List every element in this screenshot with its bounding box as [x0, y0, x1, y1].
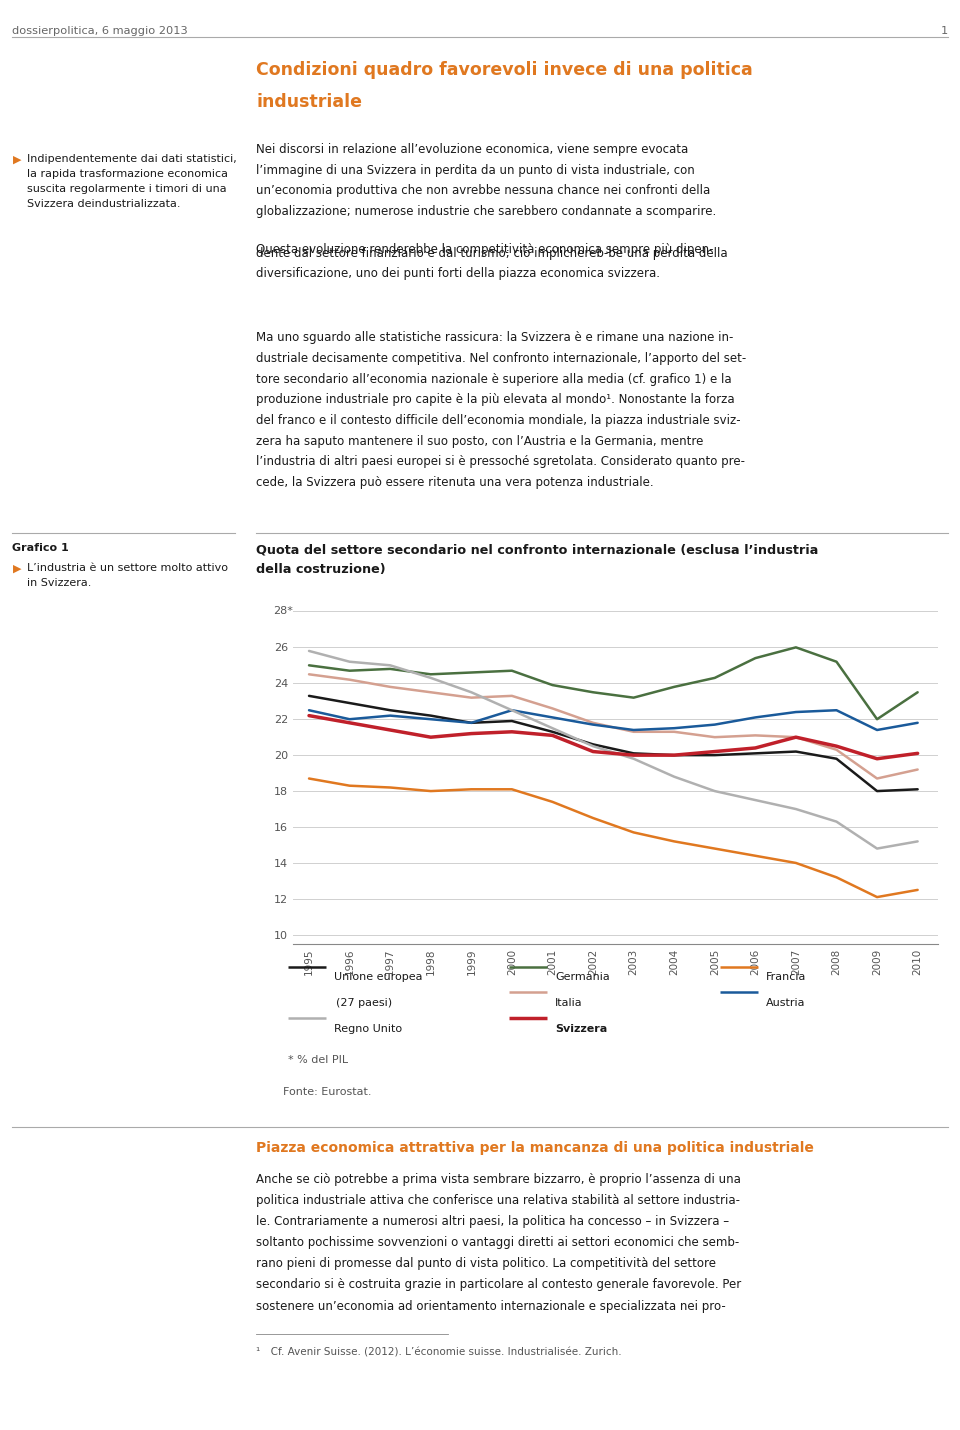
Text: tore secondario all’economia nazionale è superiore alla media (cf. grafico 1) e : tore secondario all’economia nazionale è… [256, 373, 732, 386]
Text: l’industria di altri paesi europei si è pressoché sgretolata. Considerato quanto: l’industria di altri paesi europei si è … [256, 456, 745, 469]
Text: Questa evoluzione renderebbe la competitività economica sempre più dipen-: Questa evoluzione renderebbe la competit… [256, 243, 714, 256]
Text: Italia: Italia [555, 998, 583, 1008]
Text: dossierpolitica, 6 maggio 2013: dossierpolitica, 6 maggio 2013 [12, 26, 188, 36]
Text: politica industriale attiva che conferisce una relativa stabilità al settore ind: politica industriale attiva che conferis… [256, 1194, 740, 1207]
Text: Ma uno sguardo alle statistiche rassicura: la Svizzera è e rimane una nazione in: Ma uno sguardo alle statistiche rassicur… [256, 332, 733, 345]
Text: Anche se ciò potrebbe a prima vista sembrare bizzarro, è proprio l’assenza di un: Anche se ciò potrebbe a prima vista semb… [256, 1173, 741, 1185]
Text: del franco e il contesto difficile dell’economia mondiale, la piazza industriale: del franco e il contesto difficile dell’… [256, 415, 741, 428]
Text: L’industria è un settore molto attivo
in Svizzera.: L’industria è un settore molto attivo in… [27, 563, 228, 588]
Text: ¹ Cf. Avenir Suisse. (2012). L’économie suisse. Industrialisée. Zurich.: ¹ Cf. Avenir Suisse. (2012). L’économie … [256, 1348, 622, 1358]
Text: ▶: ▶ [12, 154, 21, 164]
Text: Quota del settore secondario nel confronto internazionale (esclusa l’industria: Quota del settore secondario nel confron… [256, 543, 819, 556]
Text: rano pieni di promesse dal punto di vista politico. La competitività del settore: rano pieni di promesse dal punto di vist… [256, 1257, 716, 1270]
Text: Nei discorsi in relazione all’evoluzione economica, viene sempre evocata: Nei discorsi in relazione all’evoluzione… [256, 143, 688, 156]
Text: Svizzera: Svizzera [555, 1024, 607, 1034]
Text: cede, la Svizzera può essere ritenuta una vera potenza industriale.: cede, la Svizzera può essere ritenuta un… [256, 476, 654, 489]
Text: ▶: ▶ [12, 563, 21, 573]
Text: industriale: industriale [256, 93, 362, 112]
Text: soltanto pochissime sovvenzioni o vantaggi diretti ai settori economici che semb: soltanto pochissime sovvenzioni o vantag… [256, 1236, 739, 1248]
Text: Indipendentemente dai dati statistici,
la rapida trasformazione economica
suscit: Indipendentemente dai dati statistici, l… [27, 154, 236, 209]
Text: globalizzazione; numerose industrie che sarebbero condannate a scomparire.: globalizzazione; numerose industrie che … [256, 206, 716, 219]
Text: (27 paesi): (27 paesi) [336, 998, 392, 1008]
Text: della costruzione): della costruzione) [256, 563, 386, 576]
Text: l’immagine di una Svizzera in perdita da un punto di vista industriale, con: l’immagine di una Svizzera in perdita da… [256, 164, 695, 177]
Text: secondario si è costruita grazie in particolare al contesto generale favorevole.: secondario si è costruita grazie in part… [256, 1278, 741, 1291]
Text: Unione europea: Unione europea [334, 972, 422, 982]
Text: produzione industriale pro capite è la più elevata al mondo¹. Nonostante la forz: produzione industriale pro capite è la p… [256, 393, 735, 406]
Text: sostenere un’economia ad orientamento internazionale e specializzata nei pro-: sostenere un’economia ad orientamento in… [256, 1300, 726, 1313]
Text: Piazza economica attrattiva per la mancanza di una politica industriale: Piazza economica attrattiva per la manca… [256, 1141, 814, 1155]
Text: le. Contrariamente a numerosi altri paesi, la politica ha concesso – in Svizzera: le. Contrariamente a numerosi altri paes… [256, 1216, 730, 1228]
Text: diversificazione, uno dei punti forti della piazza economica svizzera.: diversificazione, uno dei punti forti de… [256, 267, 660, 280]
Text: un’economia produttiva che non avrebbe nessuna chance nei confronti della: un’economia produttiva che non avrebbe n… [256, 184, 710, 197]
Text: * % del PIL: * % del PIL [288, 1055, 348, 1065]
Text: Germania: Germania [555, 972, 610, 982]
Text: dente dal settore finanziario e dal turismo; ciò implichereb­be una perdita dell: dente dal settore finanziario e dal turi… [256, 247, 728, 260]
Text: Austria: Austria [766, 998, 805, 1008]
Text: 28*: 28* [273, 606, 293, 616]
Text: Regno Unito: Regno Unito [334, 1024, 402, 1034]
Text: 1: 1 [940, 26, 948, 36]
Text: Grafico 1: Grafico 1 [12, 543, 69, 553]
Text: Fonte: Eurostat.: Fonte: Eurostat. [283, 1087, 372, 1097]
Text: Condizioni quadro favorevoli invece di una politica: Condizioni quadro favorevoli invece di u… [256, 61, 753, 80]
Text: Francia: Francia [766, 972, 806, 982]
Text: zera ha saputo mantenere il suo posto, con l’Austria e la Germania, mentre: zera ha saputo mantenere il suo posto, c… [256, 435, 704, 448]
Text: dustriale decisamente competitiva. Nel confronto internazionale, l’apporto del s: dustriale decisamente competitiva. Nel c… [256, 352, 747, 365]
